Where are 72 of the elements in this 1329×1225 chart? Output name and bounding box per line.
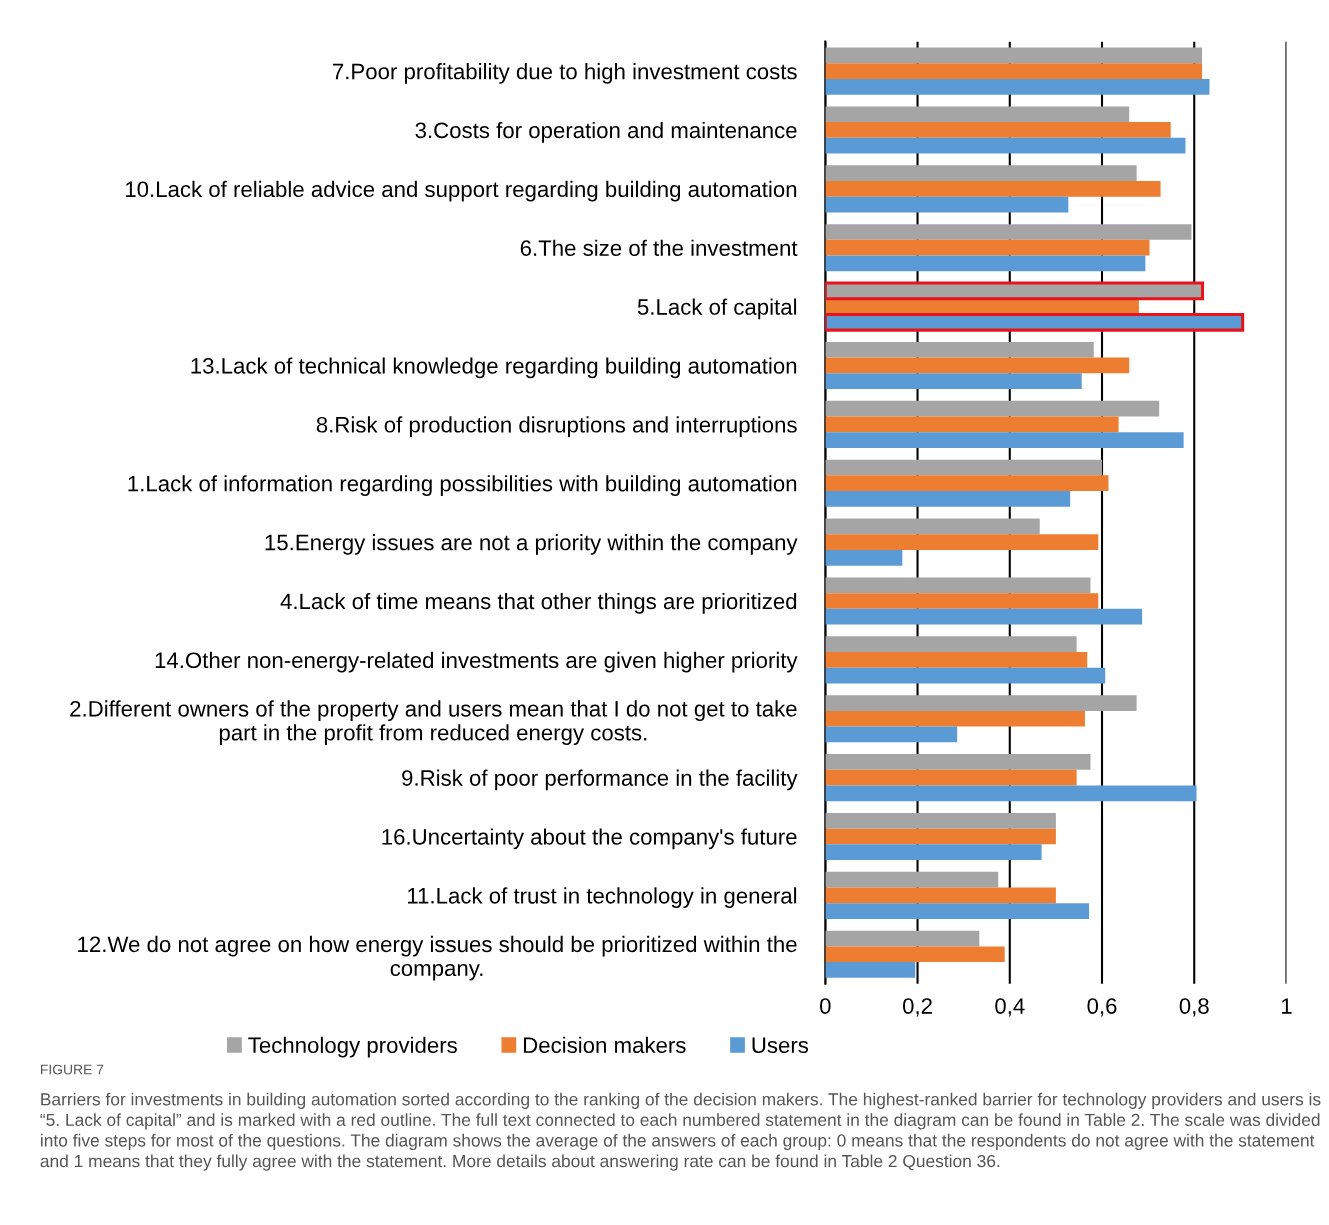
- y-tick-label: 16.Uncertainty about the company's future: [382, 828, 797, 850]
- bar: [825, 518, 1040, 535]
- bar: [825, 137, 1186, 154]
- bar: [825, 475, 1109, 492]
- bar: [825, 667, 1106, 684]
- y-tick-label: 2.Different owners of the property and users mean that I do not get to take part in the profit from reduced energy costs.: [70, 700, 797, 745]
- bar: [825, 844, 1042, 861]
- bar: [825, 459, 1103, 476]
- y-tick-label: 12.We do not agree on how energy issues should be prioritized within the company.: [78, 935, 797, 981]
- y-tick-label: 15.Energy issues are not a priority within the company: [265, 534, 798, 555]
- bar: [825, 903, 1090, 919]
- bar: [825, 180, 1161, 197]
- bar: [825, 78, 1210, 95]
- bar: [825, 534, 1099, 550]
- bar: [825, 887, 1056, 904]
- bar: [825, 930, 980, 947]
- y-tick-label: 3.Costs for operation and maintenance: [415, 121, 797, 143]
- text: Barriers for investments in building automation sorted according to the ranking of the decision makers. The highest-ranked barrier for technology providers and users is “5. Lack of capital” and is marked with a red outline. The full text connected to each numbered statement in the diagram can be found in Table 2. The scale was divided into five steps for most of the questions. The diagram shows the average of the answers of each group: 0 means that the respondents do not agree with the statement and 1 means that they fully agree with the statement. More details about answering rate can be found in Table 2 Question 36.: [40, 1092, 1321, 1171]
- y-tick-label: 9.Risk of poor performance in the facility: [402, 769, 798, 791]
- bar: [825, 577, 1091, 594]
- bar: [825, 754, 1091, 770]
- bar: [825, 373, 1082, 390]
- bar: [825, 122, 1171, 138]
- y-tick-label: 1.Lack of information regarding possibilities with building automation: [128, 475, 797, 496]
- y-tick-label: 8.Risk of production disruptions and interruptions: [316, 416, 797, 438]
- legend-label: Decision makers: [523, 1036, 686, 1054]
- bar: [825, 357, 1130, 374]
- bar: [825, 106, 1130, 123]
- x-tick-label: 0,8: [1179, 998, 1209, 1017]
- legend-label: Users: [752, 1037, 809, 1054]
- y-tick-label: 11.Lack of trust in technology in general: [408, 887, 797, 909]
- bar: [825, 652, 1088, 668]
- bar: [825, 400, 1160, 417]
- bar: [825, 726, 958, 743]
- x-tick-label: 1: [1281, 998, 1292, 1014]
- y-tick-label: 4.Lack of time means that other things are prioritized: [280, 592, 797, 614]
- y-tick-label: 10.Lack of reliable advice and support regarding building automation: [125, 180, 797, 202]
- bar: [825, 549, 903, 566]
- y-tick-label: 13.Lack of technical knowledge regarding building automation: [191, 357, 797, 379]
- x-tick-label: 0: [820, 998, 831, 1014]
- bar: [825, 432, 1184, 448]
- bar: [825, 63, 1203, 79]
- y-tick-label: 5.Lack of capital: [637, 298, 797, 320]
- bar: [825, 224, 1192, 240]
- legend-label: Technology providers: [248, 1036, 457, 1058]
- bar: [825, 165, 1137, 181]
- bar: [825, 946, 1005, 963]
- bar: [825, 828, 1056, 845]
- y-tick-label: 14.Other non-energy-related investments are given higher priority: [155, 651, 798, 673]
- y-tick-label: 7.Poor profitability due to high investment costs: [333, 63, 797, 84]
- bar: [825, 255, 1146, 272]
- bar: [825, 593, 1099, 609]
- bar: [825, 341, 1094, 358]
- bar: [825, 785, 1197, 802]
- bar: [825, 239, 1150, 256]
- text: FIGURE 7: [41, 1064, 104, 1075]
- x-tick-label: 0,6: [1087, 998, 1117, 1017]
- bar: [825, 608, 1143, 625]
- bar: [825, 196, 1069, 213]
- bar: [825, 710, 1085, 727]
- bar: [825, 962, 916, 978]
- y-tick-label: 6.The size of the investment: [520, 239, 798, 256]
- bar: [825, 491, 1071, 507]
- bar: [825, 416, 1119, 433]
- x-tick-label: 0,4: [995, 998, 1025, 1017]
- bar: [825, 695, 1137, 711]
- x-tick-label: 0,2: [902, 998, 932, 1017]
- bar: [825, 769, 1077, 786]
- bar: [825, 871, 999, 888]
- bar: [825, 47, 1203, 64]
- bar: [825, 636, 1077, 652]
- bar: [825, 812, 1056, 829]
